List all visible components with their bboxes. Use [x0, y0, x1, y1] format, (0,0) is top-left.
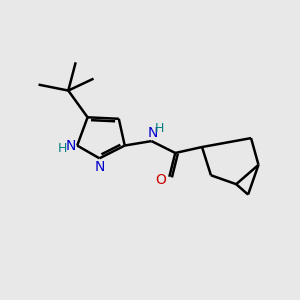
Text: N: N — [148, 126, 158, 140]
Text: N: N — [95, 160, 105, 174]
Text: H: H — [58, 142, 67, 155]
Text: N: N — [65, 139, 76, 152]
Text: O: O — [156, 173, 167, 187]
Text: H: H — [155, 122, 164, 135]
